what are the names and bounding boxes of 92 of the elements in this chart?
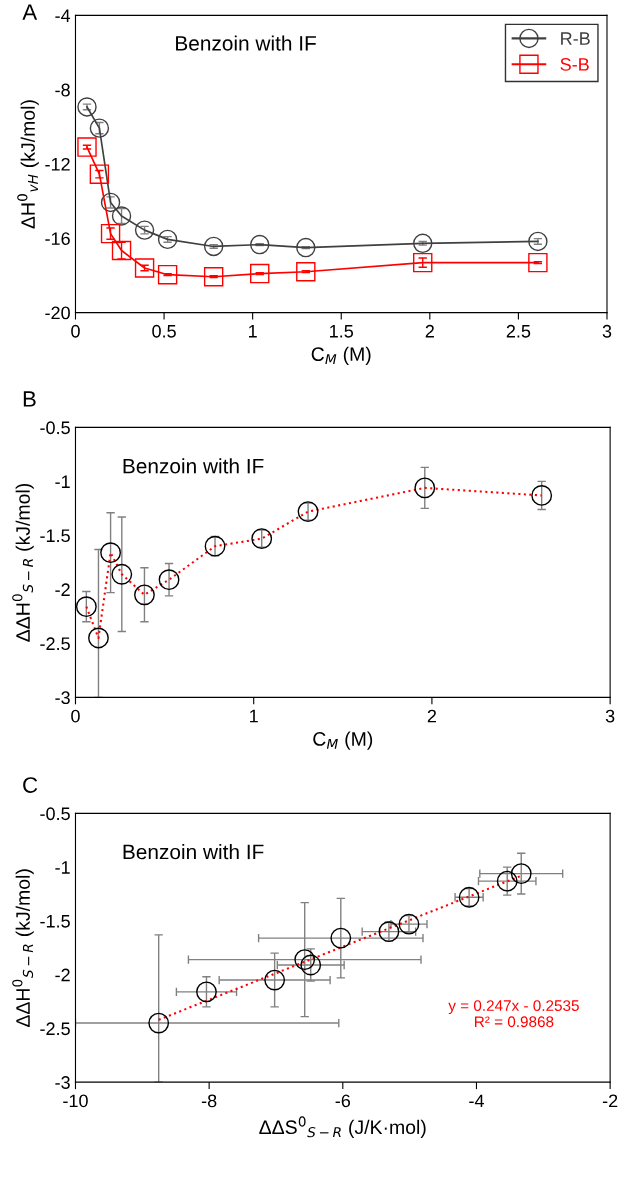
point bbox=[458, 886, 480, 908]
x-axis-title: C$_{M}$ (M) bbox=[311, 346, 371, 365]
point bbox=[528, 252, 548, 273]
point bbox=[250, 234, 270, 255]
x-tick-label: 2 bbox=[427, 709, 437, 723]
x-tick-label: 1 bbox=[250, 709, 258, 723]
y-axis-title: ΔH$^{0}$$_{vH}$ (kJ/mol) bbox=[17, 100, 39, 229]
annotation: Benzoin with IF bbox=[176, 35, 316, 51]
point bbox=[297, 501, 319, 523]
x-tick-label: 0 bbox=[71, 709, 80, 723]
y-tick-label: -2 bbox=[55, 968, 70, 982]
point bbox=[111, 563, 133, 585]
point bbox=[77, 97, 97, 117]
y-tick-label: -3 bbox=[55, 691, 70, 705]
point bbox=[88, 627, 109, 649]
point bbox=[296, 237, 316, 258]
point bbox=[510, 863, 532, 885]
point bbox=[100, 192, 121, 213]
point bbox=[89, 118, 110, 138]
x-tick-label: 2 bbox=[425, 324, 434, 338]
point bbox=[75, 596, 97, 618]
point bbox=[158, 569, 180, 591]
point bbox=[89, 164, 110, 184]
x-tick-label: 0.5 bbox=[152, 324, 176, 338]
annotation: R² = 0.9868 bbox=[475, 1016, 554, 1028]
y-tick-label: -16 bbox=[45, 232, 70, 245]
point bbox=[496, 870, 518, 892]
x-tick-label: -6 bbox=[335, 1094, 351, 1108]
y-tick-label: -1 bbox=[55, 475, 70, 488]
y-tick-label: -12 bbox=[45, 157, 70, 171]
point bbox=[300, 954, 322, 976]
x-axis-title: ΔΔS$^{0}$$_{S−R}$ (J/K·mol) bbox=[259, 1116, 426, 1138]
point bbox=[414, 477, 436, 499]
x-tick-label: 2.5 bbox=[506, 324, 531, 338]
point bbox=[134, 220, 155, 240]
legend-label: S-B bbox=[560, 57, 589, 71]
y-tick-label: -1 bbox=[55, 861, 70, 874]
point bbox=[100, 223, 121, 244]
text: A bbox=[22, 4, 38, 20]
point bbox=[157, 229, 178, 250]
y-tick-label: -2.5 bbox=[40, 637, 70, 651]
point bbox=[203, 267, 224, 287]
y-tick-label: -20 bbox=[45, 306, 70, 320]
y-tick-label: -2 bbox=[55, 583, 70, 596]
point bbox=[111, 206, 132, 226]
point bbox=[134, 258, 155, 278]
y-tick-label: -1.5 bbox=[40, 915, 70, 928]
point bbox=[531, 485, 553, 506]
x-tick-label: 3 bbox=[605, 709, 615, 723]
point bbox=[264, 969, 286, 991]
point bbox=[134, 584, 155, 606]
point bbox=[296, 261, 316, 282]
annotation: Benzoin with IF bbox=[123, 458, 264, 474]
point bbox=[330, 927, 352, 949]
point bbox=[294, 949, 316, 971]
y-tick-label: -2.5 bbox=[40, 1022, 70, 1036]
text: C bbox=[23, 777, 38, 793]
point bbox=[100, 542, 122, 564]
point bbox=[528, 231, 548, 252]
point bbox=[413, 233, 433, 254]
point bbox=[203, 236, 224, 257]
x-tick-label: -10 bbox=[63, 1094, 88, 1108]
annotation: y = 0.247x - 0.2535 bbox=[448, 1000, 579, 1015]
x-axis-title: C$_{M}$ (M) bbox=[313, 731, 373, 750]
annotation: Benzoin with IF bbox=[123, 844, 264, 860]
point bbox=[250, 263, 270, 284]
y-tick-label: -8 bbox=[55, 83, 70, 97]
x-tick-label: 0 bbox=[71, 324, 80, 338]
y-axis-title: ΔΔH$^{0}$$_{S−R}$ (kJ/mol) bbox=[12, 869, 34, 1028]
x-tick-label: 3 bbox=[602, 324, 612, 338]
point bbox=[157, 264, 178, 285]
y-tick-label: -1.5 bbox=[40, 529, 70, 543]
x-tick-label: 1 bbox=[249, 325, 257, 338]
y-tick-label: -3 bbox=[55, 1076, 70, 1089]
text: B bbox=[23, 391, 36, 407]
point bbox=[251, 528, 273, 550]
x-tick-label: -2 bbox=[602, 1094, 618, 1108]
x-tick-label: 1.5 bbox=[330, 325, 354, 338]
point bbox=[77, 137, 97, 157]
y-axis-title: ΔΔH$^{0}$$_{S−R}$ (kJ/mol) bbox=[12, 483, 34, 642]
point bbox=[413, 252, 433, 273]
point bbox=[398, 913, 420, 935]
point bbox=[111, 240, 132, 261]
point bbox=[148, 1012, 170, 1034]
legend-label: R-B bbox=[561, 32, 590, 45]
y-tick-label: -4 bbox=[55, 9, 71, 22]
x-tick-label: -4 bbox=[469, 1094, 484, 1108]
point bbox=[196, 981, 217, 1003]
y-tick-label: -0.5 bbox=[40, 807, 70, 821]
x-tick-label: -8 bbox=[201, 1094, 217, 1108]
y-tick-label: -0.5 bbox=[40, 421, 70, 435]
point bbox=[204, 535, 226, 557]
